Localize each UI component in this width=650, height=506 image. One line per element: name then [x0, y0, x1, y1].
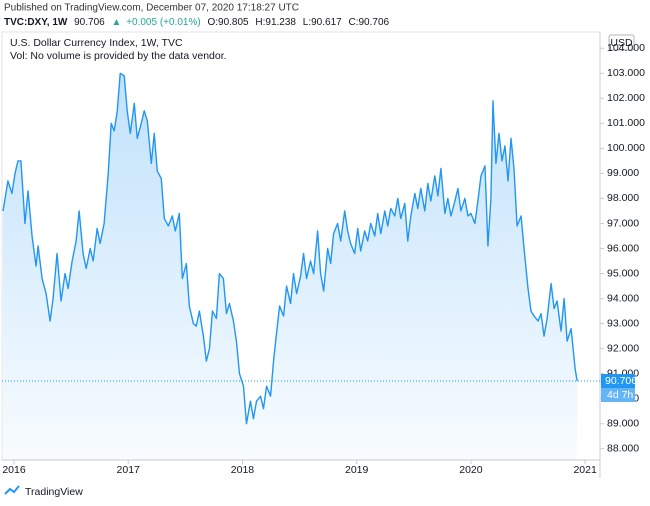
- currency: USD: [610, 37, 633, 49]
- brand-logo: [4, 485, 20, 495]
- x-tick-label: 2017: [117, 464, 141, 476]
- y-tick-label: 95.000: [607, 267, 639, 279]
- price-line: [2, 72, 578, 425]
- y-tick-label: 102.000: [607, 92, 645, 104]
- low: L:90.617: [303, 17, 342, 28]
- high: H:91.238: [255, 17, 296, 28]
- symbol: TVC:DXY, 1W: [4, 17, 68, 28]
- last-price-label: 90.706: [605, 375, 637, 387]
- y-tick-label: 99.000: [607, 167, 639, 179]
- x-tick-label: 2021: [573, 464, 597, 476]
- y-tick-label: 104.000: [607, 42, 645, 54]
- y-tick-label: 88.000: [607, 443, 639, 455]
- area-fill: [3, 73, 578, 461]
- y-tick-label: 100.000: [607, 142, 645, 154]
- plot: [2, 72, 600, 461]
- close: C:90.706: [349, 17, 390, 28]
- currency-box[interactable]: [608, 34, 635, 51]
- y-tick-label: 89.000: [607, 417, 639, 429]
- y-tick-label: 94.000: [607, 292, 639, 304]
- countdown-tag: [601, 388, 635, 403]
- arrow: ▲: [112, 17, 122, 28]
- chart-subtitle: Vol: No volume is provided by the data v…: [10, 50, 227, 62]
- change: +0.005 (+0.01%): [126, 17, 201, 28]
- y-tick-label: 93.000: [607, 317, 639, 329]
- y-tick-label: 103.000: [607, 67, 645, 79]
- x-tick-label: 2016: [2, 464, 26, 476]
- y-tick-label: 92.000: [607, 342, 639, 354]
- last: 90.706: [74, 17, 105, 28]
- x-tick-label: 2018: [231, 464, 255, 476]
- y-tick-label: 96.000: [607, 242, 639, 254]
- brand: TradingView: [25, 486, 83, 498]
- y-tick-label: 97.000: [607, 217, 639, 229]
- y-tick-label: 101.000: [607, 117, 645, 129]
- published-note: Published on TradingView.com, December 0…: [4, 3, 299, 14]
- x-tick-label: 2020: [459, 464, 483, 476]
- y-tick-label: 98.000: [607, 192, 639, 204]
- last-price-tag: [601, 374, 635, 389]
- x-tick-label: 2019: [345, 464, 369, 476]
- symbol-line: TVC:DXY, 1W 90.706 ▲ +0.005 (+0.01%) O:9…: [4, 17, 390, 28]
- countdown-label: 4d 7h: [607, 389, 633, 401]
- open: O:90.805: [207, 17, 249, 28]
- chart-title: U.S. Dollar Currency Index, 1W, TVC: [10, 37, 183, 49]
